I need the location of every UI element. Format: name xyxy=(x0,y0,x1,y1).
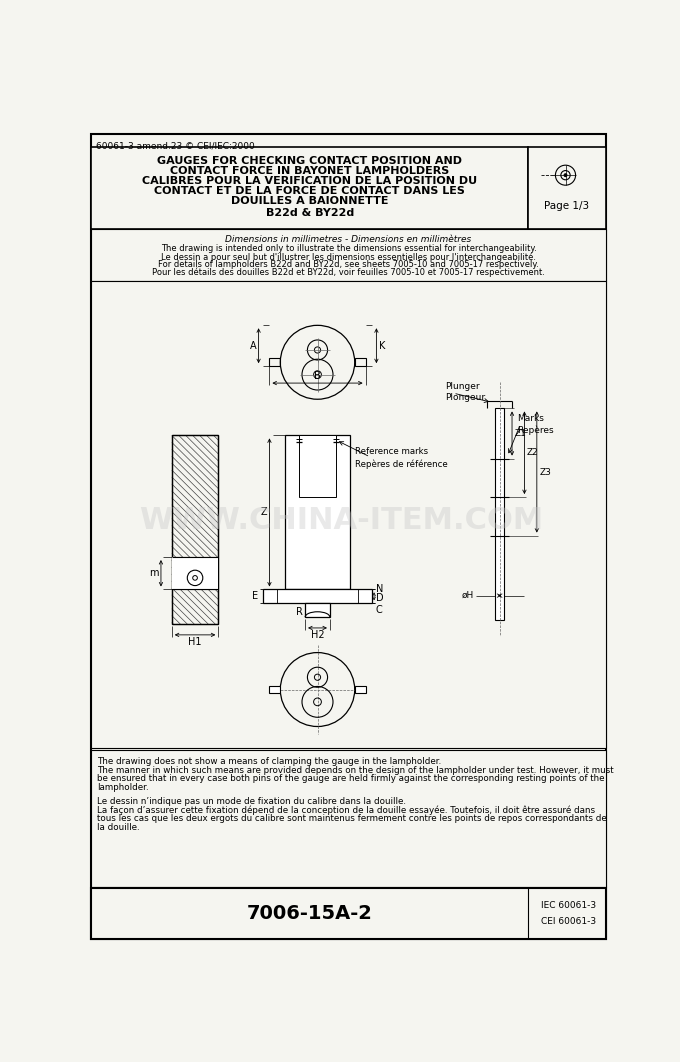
Bar xyxy=(355,359,366,366)
Bar xyxy=(269,359,280,366)
Text: IEC 60061-3: IEC 60061-3 xyxy=(541,902,596,910)
Text: B: B xyxy=(314,371,321,381)
Text: The manner in which such means are provided depends on the design of the lamphol: The manner in which such means are provi… xyxy=(97,766,614,775)
Text: B22d & BY22d: B22d & BY22d xyxy=(266,208,354,218)
Text: Pour les détails des douilles B22d et BY22d, voir feuilles 7005-10 et 7005-17 re: Pour les détails des douilles B22d et BY… xyxy=(152,268,545,277)
Bar xyxy=(269,686,280,693)
Text: CALIBRES POUR LA VERIFICATION DE LA POSITION DU: CALIBRES POUR LA VERIFICATION DE LA POSI… xyxy=(142,176,477,186)
Bar xyxy=(91,148,528,229)
Text: D: D xyxy=(375,593,384,603)
Text: The drawing is intended only to illustrate the dimensions essential for intercha: The drawing is intended only to illustra… xyxy=(160,244,537,254)
Bar xyxy=(285,435,350,589)
Text: lampholder.: lampholder. xyxy=(97,783,149,791)
Text: The drawing does not show a means of clamping the gauge in the lampholder.: The drawing does not show a means of cla… xyxy=(97,757,441,767)
Text: Z: Z xyxy=(260,508,267,517)
Text: Le dessin n’indique pas un mode de fixation du calibre dans la douille.: Le dessin n’indique pas un mode de fixat… xyxy=(97,798,407,806)
Text: E: E xyxy=(252,592,258,601)
Text: Page 1/3: Page 1/3 xyxy=(545,201,590,210)
Text: øH: øH xyxy=(462,592,474,600)
Bar xyxy=(91,750,606,887)
Text: La façon d’assurer cette fixation dépend de la conception de la douille essayée.: La façon d’assurer cette fixation dépend… xyxy=(97,806,596,816)
Text: C: C xyxy=(375,605,382,615)
Text: Le dessin a pour seul but d'illustrer les dimensions essentielles pour l'interch: Le dessin a pour seul but d'illustrer le… xyxy=(161,252,536,261)
Text: 7006-15A-2: 7006-15A-2 xyxy=(247,904,373,923)
Text: WWW.CHINA-ITEM.COM: WWW.CHINA-ITEM.COM xyxy=(139,506,543,534)
Bar xyxy=(172,435,218,624)
Text: Dimensions in millimetres - Dimensions en millimètres: Dimensions in millimetres - Dimensions e… xyxy=(225,236,472,244)
Text: Z3: Z3 xyxy=(539,467,551,477)
Text: la douille.: la douille. xyxy=(97,823,140,832)
Text: DOUILLES A BAIONNETTE: DOUILLES A BAIONNETTE xyxy=(231,196,388,206)
Bar xyxy=(263,589,372,603)
Bar xyxy=(172,435,218,624)
Bar xyxy=(528,148,606,229)
Bar xyxy=(91,888,606,939)
Text: Reference marks
Repères de référence: Reference marks Repères de référence xyxy=(355,447,447,469)
Bar xyxy=(91,281,606,748)
Text: 60061-3 amend.23 © CEI/IEC:2000: 60061-3 amend.23 © CEI/IEC:2000 xyxy=(96,141,254,151)
Text: GAUGES FOR CHECKING CONTACT POSITION AND: GAUGES FOR CHECKING CONTACT POSITION AND xyxy=(157,156,462,167)
Bar xyxy=(172,558,218,589)
Text: Z2: Z2 xyxy=(527,448,539,458)
Text: R: R xyxy=(296,607,303,617)
Bar xyxy=(495,409,505,620)
Text: be ensured that in every case both pins of the gauge are held firmly against the: be ensured that in every case both pins … xyxy=(97,774,605,784)
Text: A: A xyxy=(250,341,256,350)
Text: H1: H1 xyxy=(188,637,202,647)
Bar xyxy=(91,229,606,281)
Circle shape xyxy=(192,576,197,580)
Text: K: K xyxy=(379,341,385,350)
Bar xyxy=(299,435,336,497)
Polygon shape xyxy=(541,166,551,185)
Circle shape xyxy=(564,174,567,176)
Text: CEI 60061-3: CEI 60061-3 xyxy=(541,917,596,926)
Text: m: m xyxy=(149,568,158,579)
Bar xyxy=(305,603,330,617)
Text: CONTACT FORCE IN BAYONET LAMPHOLDERS: CONTACT FORCE IN BAYONET LAMPHOLDERS xyxy=(170,167,449,176)
Text: For details of lampholders B22d and BY22d, see sheets 7005-10 and 7005-17 respec: For details of lampholders B22d and BY22… xyxy=(158,260,539,269)
Text: Marks
Repères: Marks Repères xyxy=(517,414,554,435)
Circle shape xyxy=(187,570,203,585)
Text: N: N xyxy=(375,584,383,595)
Text: Z1: Z1 xyxy=(514,429,526,438)
Text: tous les cas que les deux ergots du calibre sont maintenus fermement contre les : tous les cas que les deux ergots du cali… xyxy=(97,815,607,823)
Text: H2: H2 xyxy=(311,630,324,640)
Text: CONTACT ET DE LA FORCE DE CONTACT DANS LES: CONTACT ET DE LA FORCE DE CONTACT DANS L… xyxy=(154,186,465,196)
Bar xyxy=(355,686,366,693)
Text: Plunger
Plongeur: Plunger Plongeur xyxy=(445,381,486,402)
Circle shape xyxy=(556,166,575,185)
